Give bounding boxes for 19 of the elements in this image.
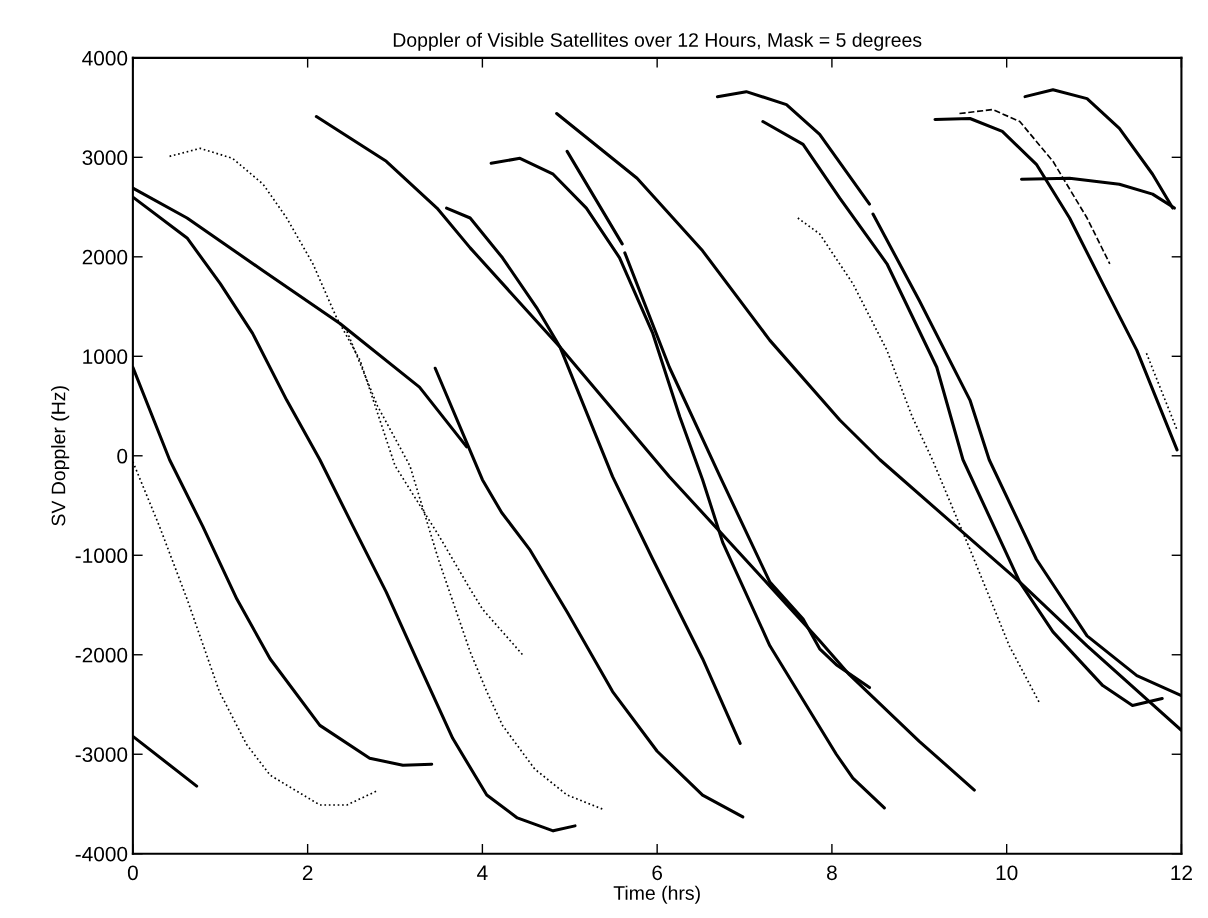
y-tick-label: -2000 xyxy=(75,647,128,663)
y-tick-label: 1000 xyxy=(83,349,128,365)
y-tick-label: -4000 xyxy=(75,846,128,862)
x-tick-label: 4 xyxy=(477,865,488,880)
x-tick-label: 0 xyxy=(127,865,138,881)
x-tick-label: 12 xyxy=(1171,865,1192,880)
x-axis-title: Time (hrs) xyxy=(613,885,700,904)
x-tick-label: 6 xyxy=(652,865,663,881)
x-tick-label: 10 xyxy=(996,865,1018,881)
y-axis-title: SV Doppler (Hz) xyxy=(51,386,70,526)
y-tick-label: 4000 xyxy=(82,50,128,66)
x-tick-label: 8 xyxy=(827,865,837,881)
y-tick-label: 3000 xyxy=(82,150,128,166)
y-tick-label: 0 xyxy=(117,448,128,464)
x-tick-label: 2 xyxy=(302,865,313,880)
y-tick-label: 2000 xyxy=(82,249,128,265)
y-tick-label: -3000 xyxy=(75,747,128,763)
chart-title: Doppler of Visible Satellites over 12 Hours, Mask = 5 degrees xyxy=(393,32,922,51)
y-tick-label: -1000 xyxy=(75,548,128,564)
